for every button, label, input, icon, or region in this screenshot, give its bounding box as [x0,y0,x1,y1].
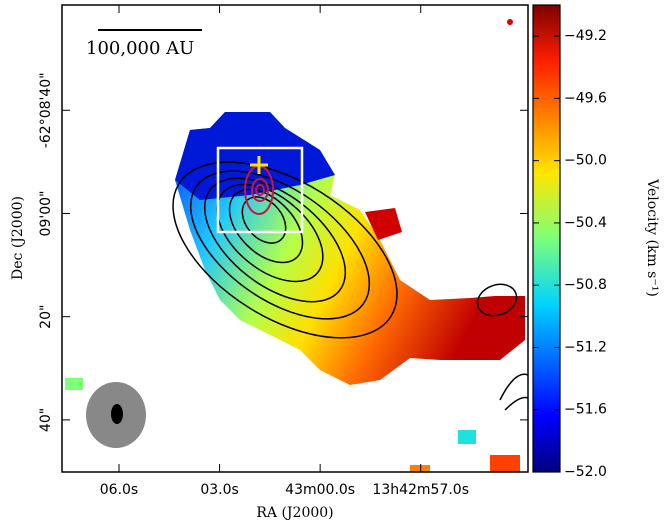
colorbar-tick-label: −49.6 [564,90,607,106]
colorbar-tick-label: −50.4 [564,215,607,231]
y-tick-label: 20" [38,305,54,329]
colorbar [532,4,561,473]
colorbar-tick-label: −51.2 [564,339,607,355]
scale-bar-label: 100,000 AU [86,38,194,59]
x-tick-label: 43m00.0s [285,482,355,498]
colorbar-tick-label: −50.0 [564,153,607,169]
plot-frame [61,4,529,473]
y-tick-label: 40" [38,408,54,432]
y-tick-label: -62°08'40" [38,72,54,148]
colorbar-tick-label: −49.2 [564,28,607,44]
x-axis-label: RA (J2000) [256,505,333,521]
y-axis-label: Dec (J2000) [10,196,26,280]
colorbar-label: Velocity (km s⁻¹) [644,178,660,297]
colorbar-tick-label: −50.8 [564,277,607,293]
x-tick-label: 06.0s [100,482,138,498]
x-tick-label: 03.0s [200,482,238,498]
velocity-map [65,19,528,472]
y-tick-label: 09'00" [38,191,54,237]
colorbar-tick-label: −51.6 [564,402,607,418]
colorbar-tick-label: −52.0 [564,464,607,480]
x-tick-label: 13h42m57.0s [372,482,469,498]
